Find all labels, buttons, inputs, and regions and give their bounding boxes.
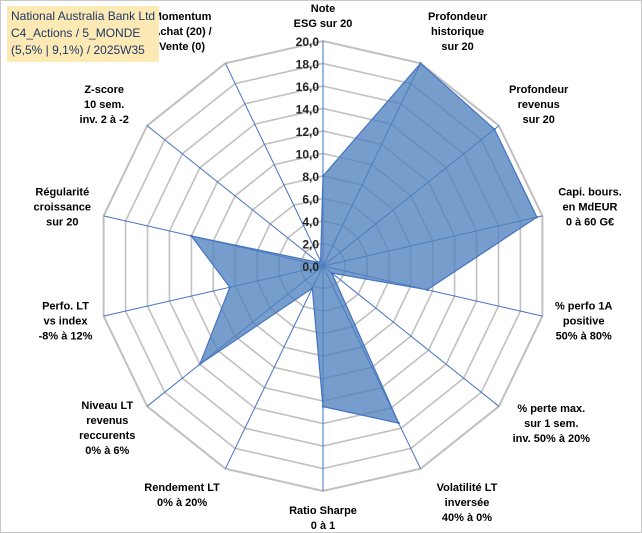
series-layer [189,62,539,425]
data-point [321,405,325,408]
axis-label-line: Z-score [84,84,124,96]
axis-label-line: revenus [86,415,128,427]
axis-label-line: Ratio Sharpe [289,505,357,517]
axis-label-line: sur 20 [522,114,554,126]
axis-label-line: positive [563,315,605,327]
axis-label: Perfo. LT vs index -8% à 12% [39,300,93,342]
data-point [535,216,539,219]
axis-label: % perte max. sur 1 sem. inv. 50% à 20% [513,403,591,445]
axis-spoke [322,265,500,407]
data-point [317,261,320,264]
axis-label: Momentum Achat (20) / Vente (0) [152,11,211,53]
axis-label-line: 40% à 0% [442,512,492,524]
axis-label: Profondeur revenus sur 20 [509,84,569,126]
tick-label: 10,0 [296,148,320,162]
data-point [190,234,193,238]
axis-label: Note ESG sur 20 [294,3,353,30]
axis-label-line: croissance [34,202,91,214]
axis-label-line: revenus [518,99,560,111]
tick-label: 16,0 [296,80,320,94]
axis-label-line: Profondeur [509,84,569,96]
axis-label-line: Profondeur [428,11,488,23]
tick-label: 0,0 [302,260,319,274]
axis-label-layer: Note ESG sur 20 Profondeur historique sur 20… [34,3,622,532]
axis-label: Profondeur historique sur 20 [428,11,488,53]
axis-spoke [224,63,324,267]
axis-label-line: Vente (0) [159,41,205,53]
axis-label-line: sur 20 [441,41,473,53]
data-point [228,286,231,289]
data-point [493,128,496,131]
axis-label-line: 0% à 20% [157,497,207,509]
axis-label: Niveau LT revenus reccurents 0% à 6% [79,400,135,457]
axis-label-line: 50% à 80% [556,330,612,342]
axis-spoke [146,125,324,267]
tick-label: 4,0 [302,215,319,229]
chart-title-box: National Australia Bank Ltd C4_Actions /… [7,6,159,62]
axis-spoke [224,265,324,469]
axis-label-line: inv. 50% à 20% [513,433,591,445]
axis-label-line: Achat (20) / [152,26,211,38]
axis-label-line: inv. 2 à -2 [80,114,129,126]
data-point [397,421,400,425]
axis-label-line: 0% à 6% [85,445,129,457]
title-period: (5,5% | 9,1%) / 2025W35 [11,43,145,57]
axis-label-line: Niveau LT [81,400,133,412]
tick-label: 14,0 [296,103,320,117]
tick-label-layer: 0,0 2,0 4,0 6,0 8,0 10,0 12,0 14,0 16,0 18,0 20,0 [296,35,320,274]
axis-label-line: sur 20 [46,217,78,229]
tick-label: 20,0 [296,35,320,49]
axis-label: Rendement LT 0% à 20% [144,482,220,509]
axis-label-line: Volatilité LT [437,482,498,494]
axis-label-line: Note [311,3,335,15]
axis-label: Z-score 10 sem. inv. 2 à -2 [80,84,129,126]
axis-label: Capi. bours. en MdEUR 0 à 60 G€ [558,187,622,229]
tick-label: 8,0 [302,170,319,184]
data-point [321,174,325,178]
axis-label-line: % perfo 1A [555,300,613,312]
axis-label-line: vs index [43,315,88,327]
axis-label-line: % perte max. [517,403,585,415]
axis-label-line: historique [431,26,484,38]
axis-label-line: reccurents [79,430,135,442]
axis-label-line: 0 à 1 [311,520,335,532]
axis-label: Régularité croissance sur 20 [34,187,91,229]
axis-label-line: Perfo. LT [42,300,89,312]
axis-label-line: Rendement LT [144,482,220,494]
axis-label-line: inversée [445,497,490,509]
tick-label: 2,0 [302,238,319,252]
axis-label: % perfo 1A positive 50% à 80% [555,300,613,342]
data-point [330,271,333,275]
data-point [426,288,429,291]
title-company: National Australia Bank Ltd [11,9,156,23]
axis-label-line: Momentum [153,11,212,23]
tick-label: 12,0 [296,125,320,139]
axis-label-line: Capi. bours. [558,187,622,199]
axis-label-line: 0 à 60 G€ [566,217,614,229]
data-point [311,287,314,290]
axis-label-line: -8% à 12% [39,330,93,342]
title-category: C4_Actions / 5_MONDE [11,26,141,40]
data-point [198,363,202,366]
axis-label-line: en MdEUR [563,202,618,214]
axis-label-line: Régularité [35,187,89,199]
axis-label: Ratio Sharpe 0 à 1 [289,505,357,532]
axis-label-line: 10 sem. [84,99,124,111]
axis-label: Volatilité LT inversée 40% à 0% [437,482,498,524]
tick-label: 6,0 [302,193,319,207]
axis-label-line: sur 1 sem. [524,418,578,430]
data-point [419,62,422,65]
axis-label-line: ESG sur 20 [294,18,353,30]
data-point [319,259,322,263]
tick-label: 18,0 [296,58,320,72]
